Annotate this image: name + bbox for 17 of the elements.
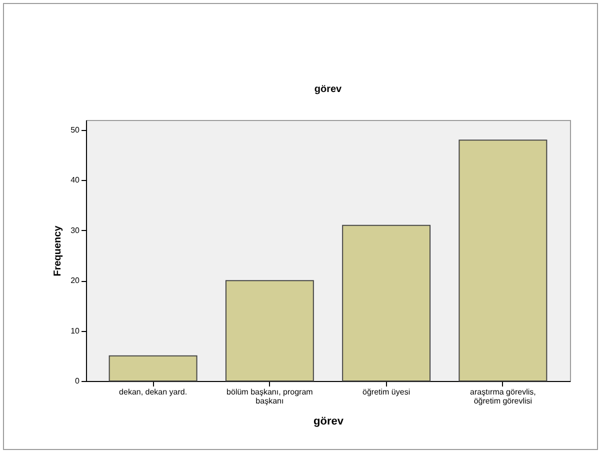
y-tick-label: 50 bbox=[70, 126, 80, 135]
bar bbox=[342, 224, 431, 382]
y-tick-label: 30 bbox=[70, 226, 80, 235]
bar bbox=[458, 140, 548, 382]
y-tick-label: 0 bbox=[75, 376, 80, 386]
x-tick-label: öğretim üyesi bbox=[362, 388, 410, 396]
x-tick-label: bölüm başkanı, program başkanı bbox=[226, 388, 314, 406]
chart-title: görev bbox=[314, 84, 342, 95]
x-tick-label: dekan, dekan yard. bbox=[119, 388, 188, 396]
y-tick-label: 40 bbox=[70, 176, 80, 185]
x-tick-label: araştırma görevlis, öğretim görevlisi bbox=[470, 388, 536, 406]
y-tick-label: 20 bbox=[70, 276, 80, 286]
bar bbox=[108, 355, 198, 382]
y-tick-label: 10 bbox=[70, 326, 80, 336]
bar bbox=[225, 280, 314, 382]
y-axis-title: Frequency bbox=[52, 225, 64, 276]
x-axis-title: görev bbox=[314, 416, 344, 428]
